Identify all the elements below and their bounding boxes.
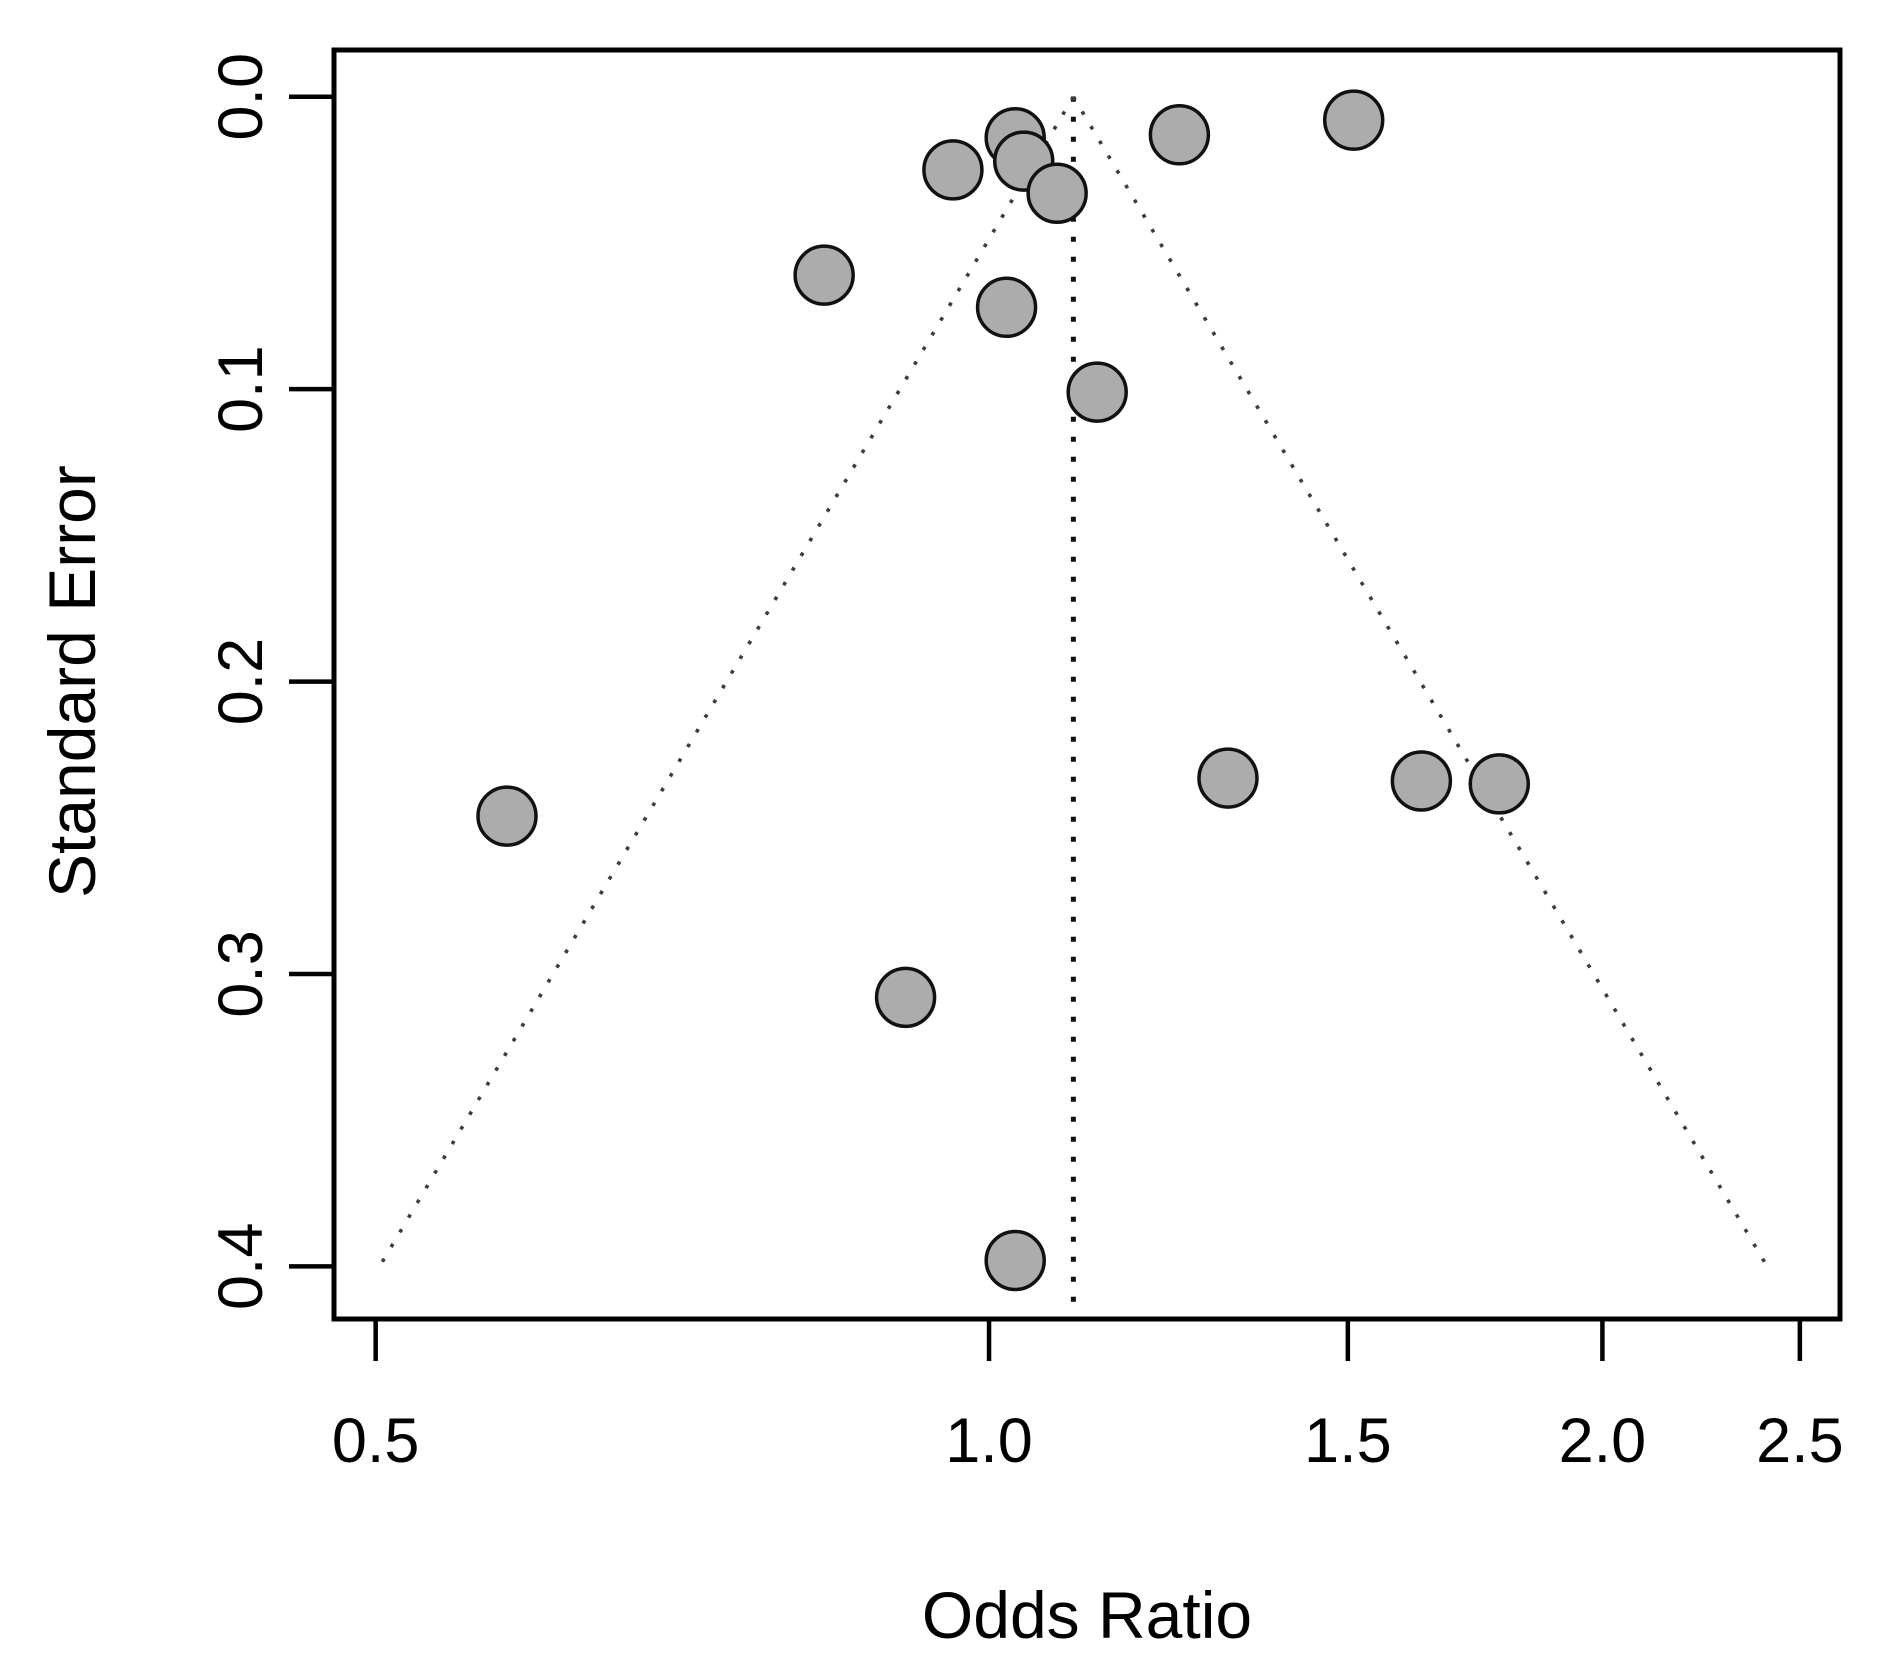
- y-axis-tick-label: 0.1: [206, 345, 276, 433]
- data-point: [1322, 89, 1385, 151]
- y-axis-tick-label: 0.3: [206, 930, 276, 1018]
- data-point: [1066, 361, 1128, 423]
- data-point: [874, 966, 937, 1029]
- data-point: [476, 785, 538, 847]
- x-axis-tick-label: 0.5: [332, 1406, 420, 1476]
- data-point: [922, 139, 984, 201]
- x-axis-tick-label: 1.5: [1304, 1406, 1392, 1476]
- x-axis-title: Odds Ratio: [922, 1578, 1252, 1652]
- data-point: [1197, 747, 1259, 809]
- funnel-right-limit-line: [1071, 95, 1769, 1268]
- data-point: [984, 1229, 1046, 1292]
- y-axis-title: Standard Error: [35, 465, 109, 898]
- data-point: [1026, 162, 1088, 225]
- x-axis-tick-label: 1.0: [945, 1406, 1033, 1476]
- y-axis-tick-label: 0.2: [206, 638, 276, 726]
- data-point: [975, 276, 1038, 339]
- data-point: [1468, 753, 1531, 815]
- y-axis-tick-label: 0.4: [206, 1223, 276, 1311]
- x-axis-tick-label: 2.5: [1756, 1406, 1844, 1476]
- x-axis-tick-label: 2.0: [1559, 1406, 1647, 1476]
- y-axis-tick-label: 0.0: [206, 53, 276, 141]
- data-point: [1390, 750, 1453, 812]
- data-point: [793, 244, 855, 306]
- funnel-left-limit-line: [378, 95, 1075, 1268]
- plot-border-box: [331, 47, 1843, 1322]
- data-point: [1148, 104, 1211, 166]
